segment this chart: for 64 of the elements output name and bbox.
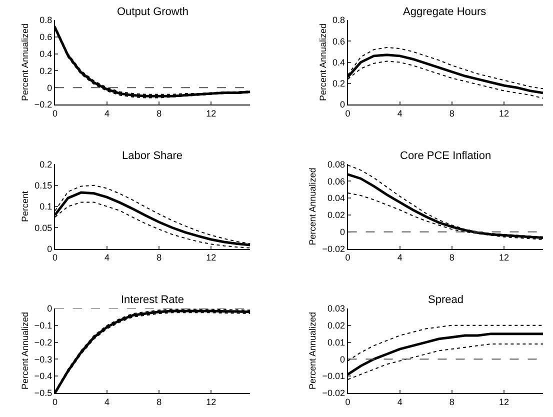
x-tick-label: 8	[449, 108, 454, 118]
y-tick-label: 0.04	[327, 193, 345, 204]
y-tick-label: 0.02	[327, 210, 345, 220]
x-tick-label: 8	[449, 396, 454, 407]
chart-title: Interest Rate	[121, 294, 184, 306]
x-tick-label: 12	[498, 396, 509, 407]
y-tick-label: 0.2	[332, 78, 345, 89]
y-axis-title: Percent Annualized	[308, 312, 318, 390]
y-tick-label: 0.1	[40, 202, 52, 212]
y-tick-label: 0.15	[34, 180, 52, 191]
y-tick-label: 0.01	[327, 337, 345, 348]
y-axis-title: Percent Annualized	[20, 23, 30, 102]
y-tick-label: −0.3	[34, 354, 52, 364]
y-tick-label: −0.2	[34, 100, 52, 110]
y-tick-label: −0.02	[322, 244, 345, 254]
y-tick-label: 0.2	[40, 159, 52, 170]
chart-title: Aggregate Hours	[403, 6, 487, 18]
y-tick-label: 0.6	[332, 36, 345, 46]
y-tick-label: 0.02	[327, 320, 345, 331]
x-tick-label: 12	[206, 396, 216, 407]
x-tick-label: 8	[156, 396, 162, 407]
x-tick-label: 4	[104, 396, 110, 407]
x-tick-label: 8	[449, 252, 454, 263]
y-tick-label: 0.05	[34, 222, 52, 233]
x-tick-label: 4	[397, 108, 402, 118]
chart-title: Output Growth	[117, 6, 189, 18]
x-tick-label: 4	[104, 108, 110, 118]
y-tick-label: 0.8	[332, 15, 345, 26]
x-tick-label: 8	[156, 108, 162, 118]
y-tick-label: 0.4	[40, 48, 52, 59]
y-tick-label: 0.06	[327, 176, 345, 186]
y-tick-label: −0.4	[34, 371, 52, 382]
x-tick-label: 4	[104, 252, 110, 263]
x-tick-label: 4	[397, 396, 402, 407]
x-tick-label: 8	[156, 252, 162, 263]
y-tick-label: 0.2	[40, 66, 52, 76]
y-tick-label: 0	[340, 354, 345, 364]
chart-title: Labor Share	[122, 150, 183, 162]
x-tick-label: 12	[498, 252, 509, 263]
y-tick-label: −0.2	[34, 337, 52, 348]
x-tick-label: 12	[498, 108, 509, 118]
y-axis-title: Percent Annualized	[318, 23, 328, 102]
y-tick-label: 0	[340, 227, 345, 238]
y-tick-label: 0.6	[40, 32, 52, 42]
y-tick-label: −0.1	[34, 320, 52, 331]
x-tick-label: 12	[206, 252, 216, 263]
y-axis-title: Percent Annualized	[20, 312, 30, 390]
y-tick-label: 0.08	[327, 159, 345, 170]
y-tick-label: 0	[47, 244, 52, 254]
y-tick-label: 0	[47, 304, 52, 314]
y-tick-label: −0.02	[322, 388, 345, 398]
chart-title: Core PCE Inflation	[400, 150, 492, 162]
y-tick-label: 0	[340, 100, 345, 110]
y-tick-label: 0	[47, 82, 52, 93]
x-tick-label: 4	[397, 252, 402, 263]
y-tick-label: −0.5	[34, 388, 52, 398]
y-tick-label: −0.01	[322, 371, 345, 382]
x-tick-label: 12	[206, 108, 216, 118]
y-tick-label: 0.03	[327, 304, 345, 314]
y-tick-label: 0.8	[40, 15, 52, 26]
chart-title: Spread	[428, 294, 464, 306]
y-tick-label: 0.4	[332, 57, 345, 68]
y-axis-title: Percent Annualized	[308, 168, 318, 246]
y-axis-title: Percent	[20, 190, 30, 222]
